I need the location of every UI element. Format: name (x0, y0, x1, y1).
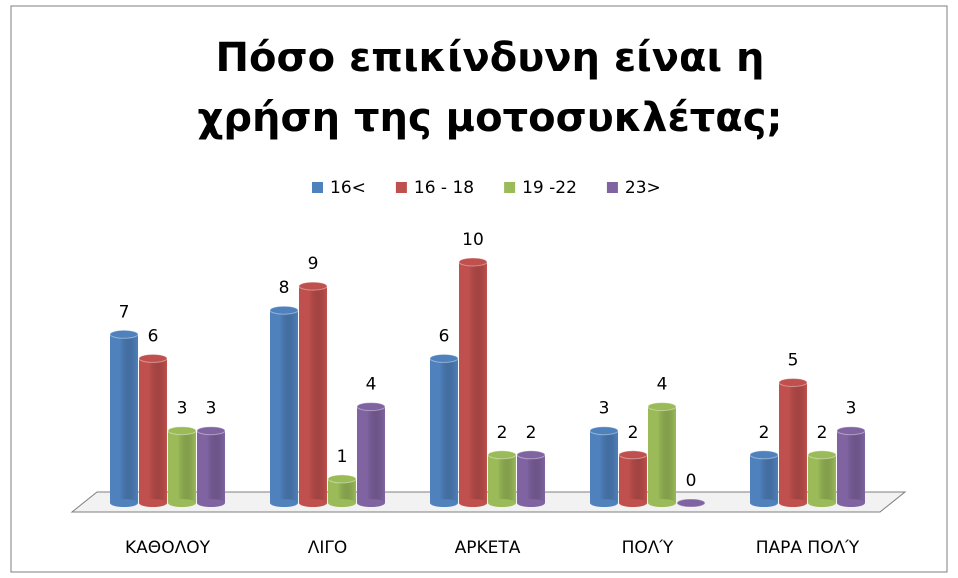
bar (836, 426, 866, 507)
data-label: 7 (119, 302, 130, 322)
chart-title: Πόσο επικίνδυνη είναι η χρήση της μοτοσυ… (197, 35, 783, 141)
bar (516, 450, 546, 507)
bar (138, 353, 168, 507)
data-label: 4 (366, 375, 377, 395)
x-tick-label: ΠΟΛΎ (622, 538, 674, 558)
bar (269, 305, 299, 507)
bar (327, 474, 357, 507)
bar (429, 353, 459, 507)
bar (676, 498, 706, 508)
legend-swatch (395, 182, 407, 193)
x-tick-label: ΠΑΡΑ ΠΟΛΎ (756, 538, 860, 558)
data-label: 5 (788, 351, 799, 371)
bar (167, 426, 197, 507)
bar (487, 450, 517, 507)
data-label: 0 (686, 471, 697, 491)
legend-label: 16 - 18 (414, 178, 474, 198)
data-label: 6 (148, 326, 159, 346)
bar (196, 426, 226, 507)
bar (589, 426, 619, 507)
data-label: 3 (599, 399, 610, 419)
bar (298, 281, 328, 507)
data-label: 6 (439, 326, 450, 346)
data-label: 1 (337, 447, 348, 467)
data-label: 3 (206, 399, 217, 419)
legend-swatch (606, 182, 618, 193)
legend-label: 23> (625, 178, 661, 198)
data-label: 3 (846, 399, 857, 419)
bar (749, 450, 779, 507)
x-tick-label: ΚΑΘΟΛΟΥ (125, 538, 211, 558)
data-label: 2 (628, 423, 639, 443)
data-label: 2 (759, 423, 770, 443)
bar (458, 257, 488, 507)
legend-label: 19 -22 (522, 178, 577, 198)
data-label: 2 (817, 423, 828, 443)
data-label: 8 (279, 278, 290, 298)
bar (778, 378, 808, 507)
data-label: 2 (497, 423, 508, 443)
bar (647, 402, 677, 507)
data-label: 10 (462, 230, 484, 250)
bar (807, 450, 837, 507)
legend-swatch (504, 182, 516, 193)
x-tick-label: ΑΡΚΕΤΑ (455, 538, 521, 558)
data-label: 2 (526, 423, 537, 443)
x-tick-label: ΛΙΓΟ (308, 538, 348, 558)
legend-label: 16< (330, 178, 366, 198)
legend-swatch (312, 182, 323, 193)
bar (356, 402, 386, 507)
data-label: 9 (308, 254, 319, 274)
data-label: 3 (177, 399, 188, 419)
bar (618, 450, 648, 507)
bar (109, 329, 139, 507)
data-label: 4 (657, 375, 668, 395)
